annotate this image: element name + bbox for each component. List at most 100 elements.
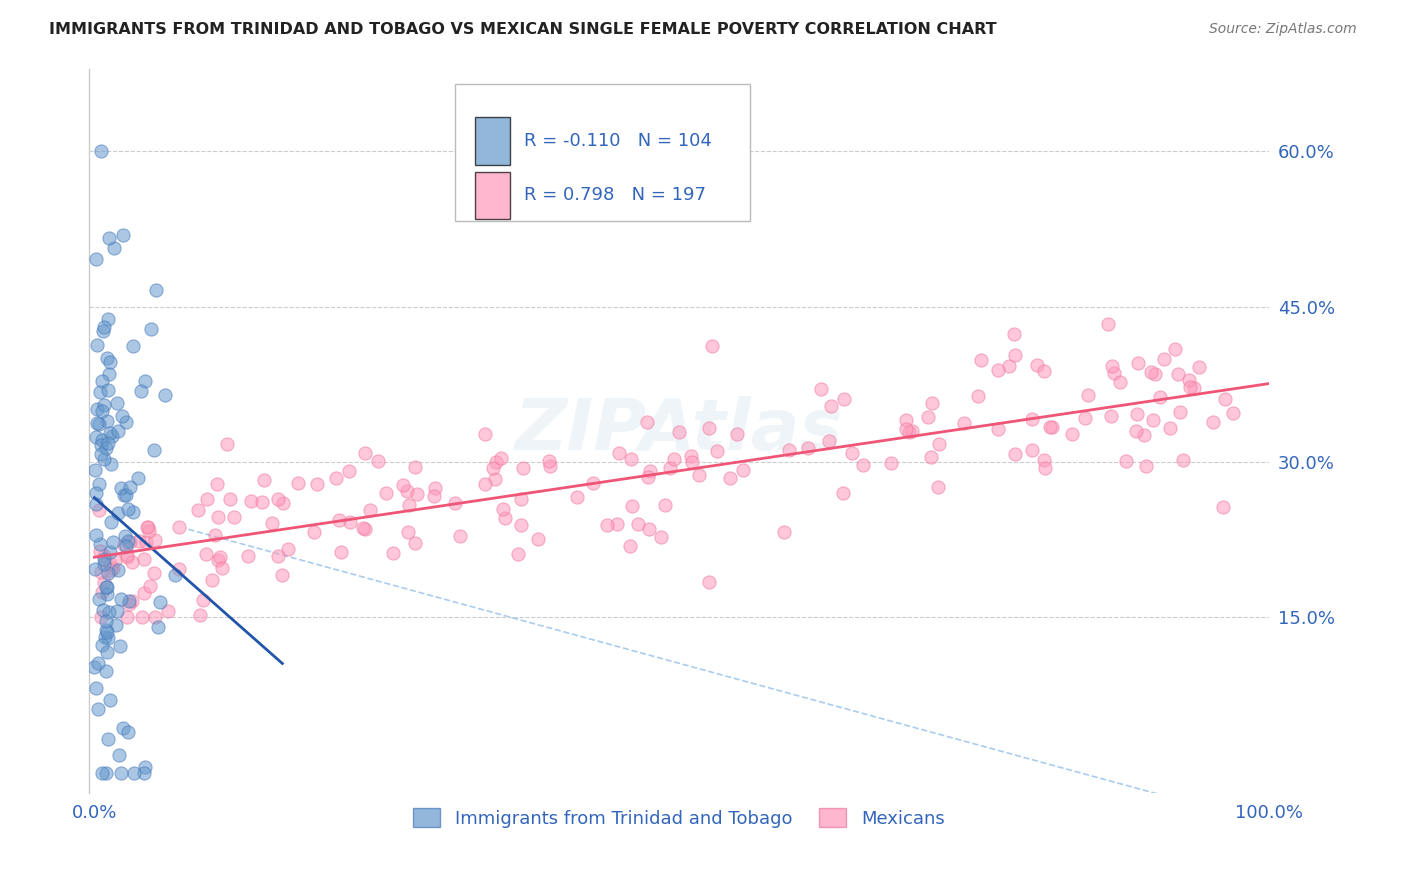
Point	[1077, 388, 1099, 402]
Point	[512, 461, 534, 475]
Point	[354, 446, 377, 460]
Point	[167, 562, 190, 576]
Point	[93, 452, 115, 467]
Point	[142, 566, 165, 581]
Point	[620, 452, 643, 467]
Point	[134, 765, 156, 780]
Point	[1104, 366, 1126, 380]
Point	[927, 480, 949, 494]
Point	[197, 492, 219, 507]
Point	[101, 429, 124, 443]
Legend: Immigrants from Trinidad and Tobago, Mexicans: Immigrants from Trinidad and Tobago, Mex…	[406, 801, 952, 835]
Point	[240, 494, 263, 508]
Point	[392, 478, 415, 492]
Point	[122, 339, 145, 353]
Point	[96, 414, 118, 428]
Point	[733, 463, 755, 477]
Point	[1032, 364, 1054, 378]
Point	[277, 542, 299, 557]
Point	[149, 595, 172, 609]
Point	[142, 442, 165, 457]
Point	[637, 470, 659, 484]
Point	[474, 477, 496, 491]
Point	[367, 454, 389, 468]
Point	[111, 227, 134, 242]
Point	[697, 575, 720, 590]
Point	[359, 503, 381, 517]
Point	[94, 665, 117, 679]
Point	[139, 579, 162, 593]
Point	[118, 535, 141, 549]
Point	[637, 522, 659, 536]
Point	[484, 472, 506, 486]
Point	[207, 553, 229, 567]
Point	[1021, 412, 1043, 426]
Text: IMMIGRANTS FROM TRINIDAD AND TOBAGO VS MEXICAN SINGLE FEMALE POVERTY CORRELATION: IMMIGRANTS FROM TRINIDAD AND TOBAGO VS M…	[49, 22, 997, 37]
Point	[339, 516, 361, 530]
Point	[96, 625, 118, 640]
Point	[87, 656, 110, 670]
Point	[96, 614, 118, 628]
Point	[302, 524, 325, 539]
Point	[103, 535, 125, 549]
Point	[287, 476, 309, 491]
Point	[1040, 420, 1063, 434]
Point	[115, 549, 138, 564]
Point	[832, 392, 855, 407]
Point	[100, 457, 122, 471]
Point	[852, 458, 875, 473]
Point	[659, 461, 682, 475]
Point	[90, 437, 112, 451]
Point	[138, 524, 160, 538]
Point	[118, 597, 141, 611]
Point	[98, 425, 121, 440]
Point	[114, 529, 136, 543]
Point	[1128, 356, 1150, 370]
Point	[1032, 452, 1054, 467]
Point	[987, 363, 1010, 377]
Point	[1188, 360, 1211, 375]
Point	[115, 539, 138, 553]
Point	[917, 410, 939, 425]
Point	[494, 510, 516, 524]
Point	[93, 320, 115, 334]
Point	[91, 765, 114, 780]
Point	[104, 617, 127, 632]
Point	[260, 516, 283, 530]
Point	[1004, 447, 1026, 461]
Point	[626, 516, 648, 531]
Point	[250, 494, 273, 508]
Point	[1201, 415, 1223, 429]
Point	[96, 580, 118, 594]
Point	[681, 449, 703, 463]
Point	[1039, 419, 1062, 434]
Point	[204, 528, 226, 542]
Point	[404, 459, 426, 474]
Point	[101, 561, 124, 575]
Point	[93, 575, 115, 590]
Point	[131, 610, 153, 624]
Point	[567, 490, 589, 504]
Point	[96, 645, 118, 659]
Point	[187, 503, 209, 517]
Point	[115, 488, 138, 502]
Point	[218, 492, 240, 507]
Point	[134, 374, 156, 388]
Point	[93, 398, 115, 412]
Point	[110, 592, 132, 607]
Point	[1021, 443, 1043, 458]
Point	[145, 283, 167, 297]
Text: R = 0.798   N = 197: R = 0.798 N = 197	[524, 186, 706, 204]
Point	[328, 513, 350, 527]
Point	[1144, 367, 1167, 381]
Point	[998, 359, 1021, 374]
Point	[700, 339, 723, 353]
Point	[208, 550, 231, 565]
Point	[267, 549, 290, 563]
Point	[509, 517, 531, 532]
Point	[86, 417, 108, 431]
Point	[91, 404, 114, 418]
Point	[84, 561, 107, 575]
Point	[112, 487, 135, 501]
Point	[156, 604, 179, 618]
